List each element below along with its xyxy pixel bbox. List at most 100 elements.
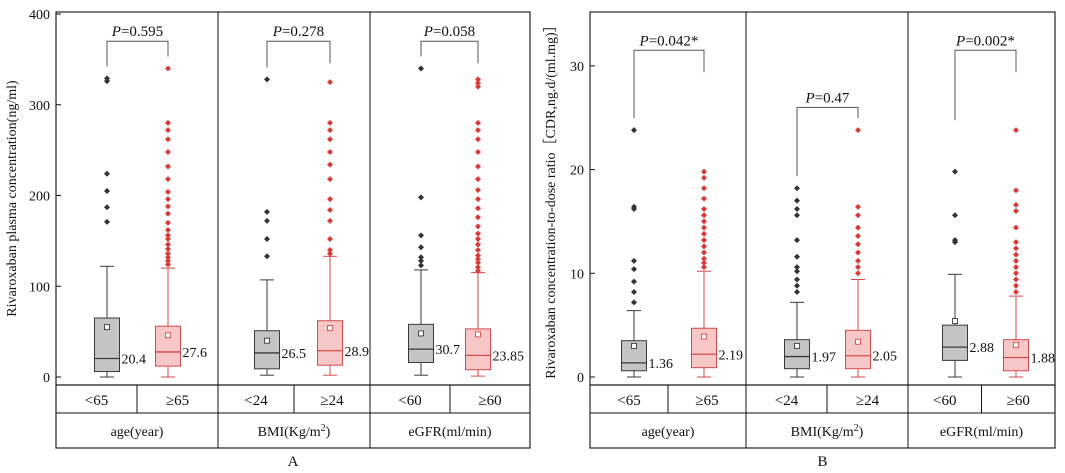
outlier-point — [264, 76, 270, 83]
outlier-point — [475, 76, 481, 83]
outlier-point — [1013, 201, 1019, 208]
outlier-point — [701, 259, 707, 266]
outlier-point — [855, 241, 861, 248]
outlier-point — [475, 246, 481, 253]
outlier-point — [701, 195, 707, 202]
outlier-point — [855, 203, 861, 210]
outlier-point — [855, 232, 861, 239]
outlier-point — [701, 237, 707, 244]
outlier-point — [165, 246, 171, 253]
outlier-point — [794, 264, 800, 271]
outlier-point — [165, 188, 171, 195]
mean-marker — [952, 318, 958, 324]
outlier-point — [631, 266, 637, 273]
outlier-point — [701, 230, 707, 237]
outlier-point — [794, 268, 800, 275]
median-value-label: 1.88 — [1031, 352, 1056, 367]
box-plot: 27.6 — [155, 65, 208, 378]
outlier-point — [165, 254, 171, 261]
y-tick-label: 200 — [29, 190, 50, 205]
outlier-point — [475, 230, 481, 237]
outlier-point — [701, 249, 707, 256]
p-value-label: P=0.278 — [272, 24, 324, 40]
outlier-point — [701, 205, 707, 212]
outlier-point — [631, 278, 637, 285]
outlier-point — [264, 208, 270, 215]
outlier-point — [165, 148, 171, 155]
outlier-point — [475, 252, 481, 259]
panel-b: 0 10 20 30 Rivaroxaban concentration-to-dose… — [543, 11, 1056, 470]
outlier-point — [952, 237, 958, 244]
outlier-point — [475, 79, 481, 86]
group-name-label: eGFR(ml/min) — [408, 425, 492, 440]
y-tick-label: 10 — [570, 267, 584, 282]
outlier-point — [475, 83, 481, 90]
outlier-point — [855, 212, 861, 219]
p-value-bracket — [796, 106, 859, 177]
outlier-point — [475, 127, 481, 134]
p-value-bracket — [633, 49, 705, 119]
median-value-label: 27.6 — [183, 346, 208, 361]
outlier-point — [264, 236, 270, 243]
outlier-point — [1013, 224, 1019, 231]
outlier-point — [631, 288, 637, 295]
outlier-point — [701, 218, 707, 225]
y-tick-label: 300 — [29, 99, 50, 114]
p-value-label: P=0.47 — [805, 90, 850, 106]
outlier-point — [165, 232, 171, 239]
category-label: ≥60 — [1007, 393, 1030, 409]
outlier-point — [794, 205, 800, 212]
box-plot: 2.88 — [942, 168, 994, 378]
outlier-point — [701, 243, 707, 250]
mean-marker — [418, 330, 424, 337]
group-name-label: BMI(Kg/m2) — [791, 423, 864, 440]
outlier-point — [475, 205, 481, 212]
outlier-point — [1013, 239, 1019, 246]
outlier-point — [1013, 282, 1019, 289]
median-value-label: 1.36 — [649, 357, 674, 372]
outlier-point — [165, 257, 171, 264]
outlier-point — [631, 257, 637, 264]
outlier-point — [1013, 276, 1019, 283]
p-value-bracket — [420, 40, 479, 64]
box-plot: 1.97 — [784, 185, 836, 378]
outlier-point — [475, 264, 481, 271]
outlier-point — [1013, 187, 1019, 194]
category-label: ≥60 — [478, 393, 501, 409]
outlier-point — [475, 241, 481, 248]
plot-frame — [55, 11, 531, 386]
outlier-point — [165, 65, 171, 72]
outlier-point — [701, 185, 707, 192]
outlier-point — [475, 196, 481, 203]
mean-marker — [794, 342, 800, 349]
outlier-point — [952, 212, 958, 219]
y-tick-label: 0 — [43, 371, 50, 386]
outlier-point — [165, 236, 171, 243]
outlier-point — [327, 148, 333, 155]
box-plot: 30.7 — [408, 65, 460, 376]
p-value-label: P=0.595 — [111, 24, 163, 40]
outlier-point — [631, 299, 637, 306]
box-plot: 2.19 — [691, 168, 743, 378]
p-value-bracket — [954, 49, 1017, 121]
outlier-point — [327, 196, 333, 203]
outlier-point — [165, 250, 171, 257]
outlier-point — [855, 257, 861, 264]
outlier-point — [475, 256, 481, 263]
y-axis-label: Rivaroxaban concentration-to-dose ratio［… — [543, 18, 559, 378]
outlier-point — [475, 187, 481, 194]
outlier-point — [1013, 251, 1019, 258]
outlier-point — [794, 253, 800, 260]
mean-marker — [264, 337, 270, 344]
median-value-label: 20.4 — [122, 352, 147, 367]
median-value-label: 28.9 — [345, 345, 370, 360]
outlier-point — [418, 232, 424, 239]
outlier-point — [104, 204, 110, 211]
category-label: ≥65 — [695, 393, 718, 409]
group-name-label: BMI(Kg/m2) — [258, 423, 331, 440]
panel-label: A — [288, 454, 299, 470]
outlier-point — [418, 262, 424, 269]
outlier-point — [165, 261, 171, 268]
outlier-point — [327, 119, 333, 126]
outlier-point — [418, 194, 424, 201]
